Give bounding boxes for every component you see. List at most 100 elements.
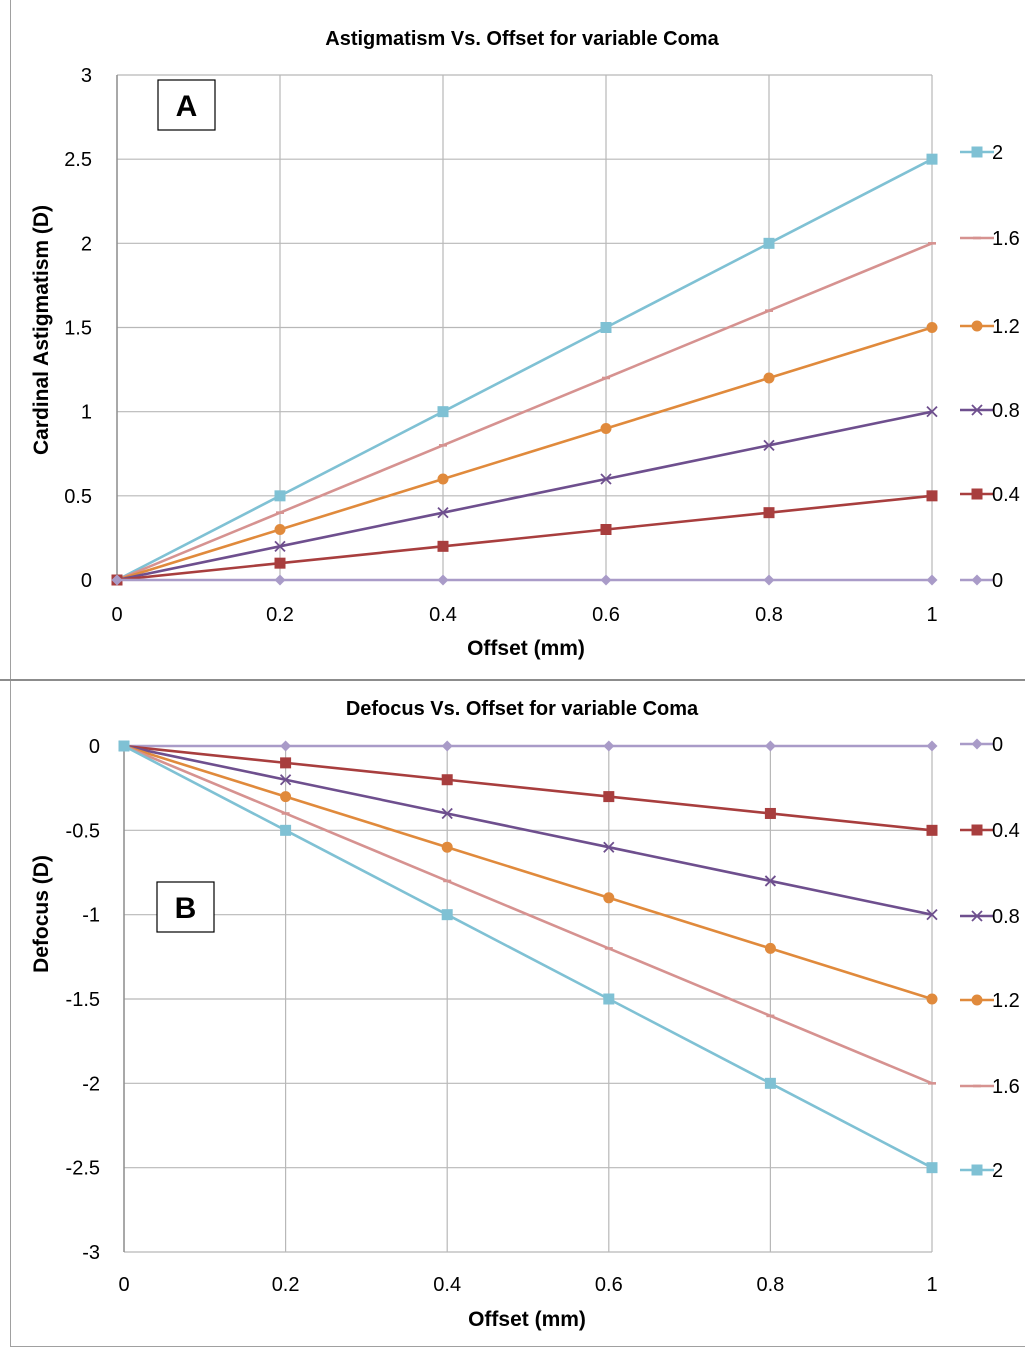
legend-entry: 2: [960, 142, 1003, 164]
x-tick-label: 1: [926, 604, 937, 626]
legend-label: 0.8: [992, 906, 1020, 928]
y-tick-label: 1: [81, 402, 92, 424]
x-tick-label: 0.2: [272, 1274, 300, 1296]
data-point: [926, 993, 938, 1005]
data-point: [603, 993, 615, 1005]
y-tick-label: -1: [82, 905, 100, 927]
legend-label: 0.8: [992, 400, 1020, 422]
series-line: [123, 744, 933, 1169]
data-point: [118, 740, 130, 752]
legend-entry: 2: [960, 1160, 1003, 1182]
legend-entry: 0: [960, 734, 1003, 756]
x-tick-label: 0: [111, 604, 122, 626]
series-1-2: [118, 740, 938, 1005]
legend-entry: 0.4: [960, 484, 1020, 506]
legend-label: 2: [992, 142, 1003, 164]
data-point: [437, 540, 449, 552]
data-point: [600, 473, 612, 485]
data-series: [118, 740, 938, 1174]
series-1-2: [111, 322, 938, 586]
x-tick-label: 0.4: [429, 604, 457, 626]
legend-entry: 0.4: [960, 820, 1020, 842]
figure-frame-left: [10, 0, 11, 1347]
legend-entry: 0: [960, 570, 1003, 592]
legend-swatch-marker: [971, 320, 983, 332]
legend-label: 1.2: [992, 316, 1020, 338]
series-line: [123, 744, 933, 832]
data-point: [603, 791, 615, 803]
data-point: [764, 942, 776, 954]
data-point: [441, 909, 453, 921]
legend-label: 2: [992, 1160, 1003, 1182]
y-tick-labels: 0 0.5 1 1.5 2 2.5 3: [64, 65, 92, 592]
data-point: [926, 490, 938, 502]
legend-label: 0: [992, 570, 1003, 592]
y-tick-label: -3: [82, 1242, 100, 1264]
data-point: [600, 574, 612, 586]
data-point: [280, 791, 292, 803]
data-point: [763, 237, 775, 249]
legend-label: 0.4: [992, 820, 1020, 842]
series-line: [123, 744, 933, 916]
defocus-chart: Defocus Vs. Offset for variable Coma -3-…: [30, 698, 1020, 1331]
panel-label: B: [175, 892, 197, 925]
panel-label-box: B: [156, 881, 215, 933]
legend-swatch-marker: [971, 1164, 983, 1176]
data-point: [600, 423, 612, 434]
data-point: [441, 740, 453, 752]
series-line: [116, 494, 933, 582]
legend-entry: 0.8: [960, 906, 1020, 928]
series-2: [111, 153, 938, 586]
legend-entry: 1.2: [960, 990, 1020, 1012]
data-point: [926, 322, 938, 333]
x-tick-label: 0.6: [592, 604, 620, 626]
y-tick-label: 1.5: [64, 318, 92, 340]
data-point: [600, 322, 612, 333]
y-tick-label: 0.5: [64, 486, 92, 508]
data-point: [437, 574, 449, 586]
data-point: [600, 524, 612, 535]
data-point: [763, 574, 775, 586]
series-0-4: [111, 490, 938, 586]
y-tick-labels: -3 -2.5 -2 -1.5 -1 -0.5 0: [66, 736, 100, 1264]
data-point: [603, 740, 615, 752]
grid: [123, 745, 933, 1253]
series-line: [116, 326, 933, 582]
legend-swatch-marker: [971, 910, 983, 922]
legend-swatch-marker: [971, 146, 983, 158]
legend-label: 0.4: [992, 484, 1020, 506]
legend-swatch-marker: [971, 738, 983, 750]
x-tick-labels: 0 0.2 0.4 0.6 0.8 1: [111, 604, 937, 626]
series-line: [116, 410, 933, 582]
chart-title: Astigmatism Vs. Offset for variable Coma: [325, 28, 719, 50]
data-series: [111, 153, 938, 586]
legend-label: 1.2: [992, 990, 1020, 1012]
legend-swatch-marker: [971, 994, 983, 1006]
data-point: [274, 524, 286, 535]
x-axis-label: Offset (mm): [467, 637, 585, 660]
series-line: [116, 158, 933, 582]
y-tick-label: 0: [89, 736, 100, 758]
series-line: [123, 744, 933, 1085]
panel-label-box: A: [157, 79, 216, 131]
legend-swatch-marker: [971, 574, 983, 586]
data-point: [437, 473, 449, 485]
data-point: [763, 439, 775, 451]
series-2: [118, 740, 938, 1174]
x-tick-label: 0.8: [755, 604, 783, 626]
data-point: [111, 574, 123, 586]
data-point: [279, 774, 292, 786]
data-point: [926, 406, 938, 418]
data-point: [926, 574, 938, 586]
data-point: [437, 406, 449, 418]
legend-entry: 1.6: [960, 228, 1020, 250]
data-point: [764, 875, 777, 887]
data-point: [437, 507, 449, 519]
legend-entry: 1.2: [960, 316, 1020, 338]
data-point: [926, 824, 938, 836]
panel-label: A: [176, 90, 198, 123]
data-point: [763, 507, 775, 519]
y-tick-label: -2.5: [66, 1158, 100, 1180]
x-tick-label: 0.4: [433, 1274, 461, 1296]
legend-swatch-marker: [971, 824, 983, 836]
